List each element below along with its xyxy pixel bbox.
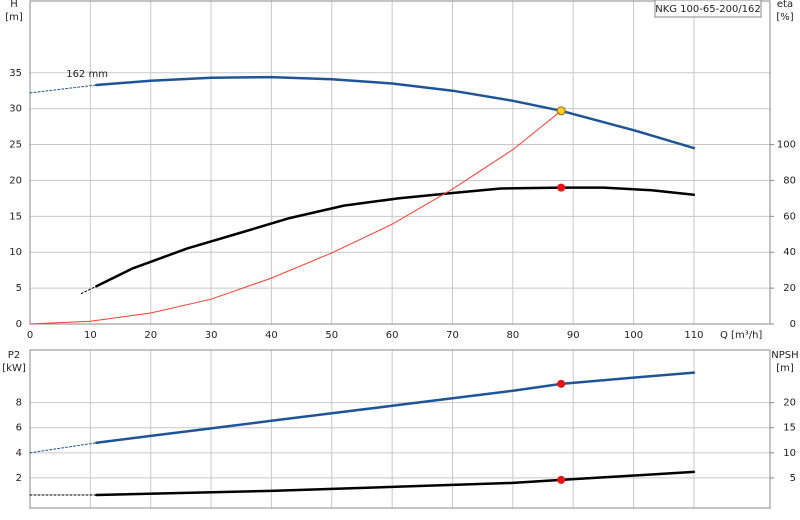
title-box (654, 0, 762, 18)
x-tick-label: 20 (144, 330, 157, 341)
y2-tick-label: 20 (783, 283, 796, 294)
x-tick-label: 100 (624, 330, 643, 341)
curve (95, 371, 696, 445)
curve (95, 470, 696, 497)
y-tick-label: 5 (16, 283, 22, 294)
y-axis-label: P2 (8, 350, 20, 361)
y2-tick-label: 20 (783, 398, 796, 409)
plot-frame (29, 349, 771, 509)
x-tick-label: 30 (205, 330, 218, 341)
x-tick-label: 90 (567, 330, 580, 341)
curve (29, 84, 97, 94)
x-tick-label: 110 (684, 330, 703, 341)
y2-tick-label: 0 (790, 319, 796, 330)
x-tick-label: 50 (325, 330, 338, 341)
y2-tick-label: 80 (783, 175, 796, 186)
y2-axis-unit: [%] (776, 12, 793, 23)
y-axis-unit: [kW] (2, 363, 26, 374)
y-axis-label: H (10, 0, 18, 10)
y-tick-label: 0 (16, 319, 22, 330)
curve (95, 186, 696, 288)
y-tick-label: 15 (9, 211, 22, 222)
duty-point (557, 475, 566, 484)
y2-tick-label: 100 (777, 140, 796, 151)
chart-title: NKG 100-65-200/162 (655, 4, 761, 15)
y2-tick-label: 15 (783, 423, 796, 434)
curve (95, 75, 696, 150)
x-tick-label: 80 (507, 330, 520, 341)
duty-point (557, 183, 566, 192)
y2-tick-label: 40 (783, 247, 796, 258)
y-tick-label: 8 (16, 398, 22, 409)
plot-frame (29, 0, 771, 325)
y-tick-label: 2 (16, 473, 22, 484)
x-tick-label: 10 (84, 330, 97, 341)
x-tick-label: 40 (265, 330, 278, 341)
curve-annotation: 162 mm (66, 69, 108, 80)
duty-point (557, 379, 566, 388)
curve (29, 442, 97, 454)
y2-tick-label: 60 (783, 211, 796, 222)
y-tick-label: 6 (16, 423, 22, 434)
x-tick-label: 60 (386, 330, 399, 341)
y-tick-label: 30 (9, 104, 22, 115)
curve (29, 110, 562, 325)
y-tick-label: 35 (9, 68, 22, 79)
x-axis-label: Q [m³/h] (720, 330, 762, 341)
y-axis-unit: [m] (5, 12, 23, 23)
y-tick-label: 4 (16, 448, 22, 459)
y-tick-label: 20 (9, 175, 22, 186)
y-tick-label: 25 (9, 140, 22, 151)
y2-tick-label: 10 (783, 448, 796, 459)
y2-axis-label: NPSH (771, 350, 798, 361)
y-tick-label: 10 (9, 247, 22, 258)
y2-axis-label: eta (777, 0, 793, 10)
y2-axis-unit: [m] (776, 363, 794, 374)
curve (80, 285, 97, 294)
x-tick-label: 0 (27, 330, 33, 341)
y2-tick-label: 5 (790, 473, 796, 484)
duty-point (556, 106, 566, 116)
x-tick-label: 70 (446, 330, 459, 341)
